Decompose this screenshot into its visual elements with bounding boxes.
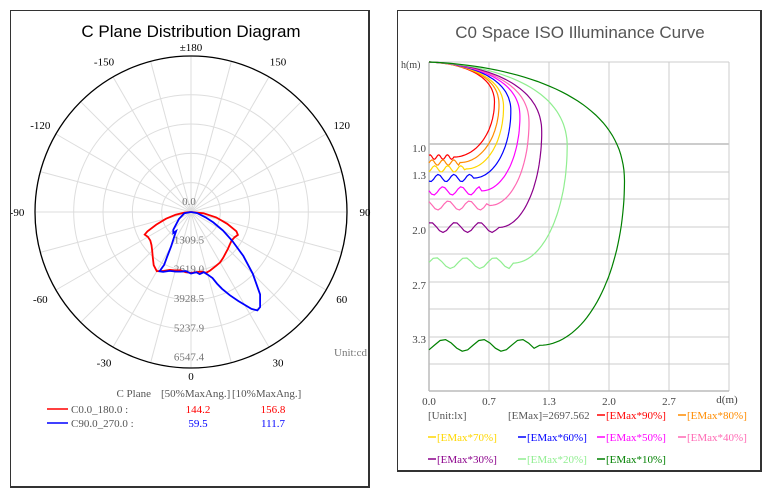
y-tick-label: 1.3 bbox=[412, 170, 426, 182]
legend-label: [EMax*60%] bbox=[527, 432, 587, 444]
grid-spoke bbox=[190, 211, 302, 323]
angle-label: 120 bbox=[333, 120, 350, 132]
legend-value-50: 144.2 bbox=[186, 404, 211, 416]
angle-label: -120 bbox=[30, 120, 51, 132]
legend-label: [EMax*50%] bbox=[606, 432, 666, 444]
y-axis-title: h(m) bbox=[401, 60, 420, 71]
angle-label: -30 bbox=[97, 358, 112, 370]
grid-spoke bbox=[150, 61, 192, 213]
legend-label: C90.0_270.0 : bbox=[71, 418, 134, 430]
x-axis-title: d(m) bbox=[716, 394, 738, 406]
legend-value-50: 59.5 bbox=[188, 418, 208, 430]
iso-chart: C0 Space ISO Illuminance Curve h(m) d(m) 1.… bbox=[401, 23, 747, 466]
angle-label: -150 bbox=[94, 56, 115, 68]
legend-value-10: 156.8 bbox=[261, 404, 286, 416]
x-tick-label: 1.3 bbox=[542, 396, 556, 408]
emax-label: [EMax]=2697.562 bbox=[508, 410, 590, 422]
y-tick-label: 3.3 bbox=[412, 334, 426, 346]
angle-label: 150 bbox=[270, 56, 287, 68]
c-plane-panel: C Plane Distribution Diagram ±180 -150 150 -… bbox=[10, 10, 372, 488]
angle-label: -90 bbox=[11, 207, 25, 219]
grid-spoke bbox=[112, 76, 192, 213]
iso-illuminance-panel: C0 Space ISO Illuminance Curve h(m) d(m) 1.… bbox=[397, 10, 762, 472]
legend-label: [EMax*30%] bbox=[437, 454, 497, 466]
legend-label: C0.0_180.0 : bbox=[71, 404, 128, 416]
iso-curve-50 bbox=[428, 61, 521, 196]
y-tick-label: 2.0 bbox=[412, 225, 426, 237]
legend-label: [EMax*90%] bbox=[606, 410, 666, 422]
iso-curve-40 bbox=[428, 61, 530, 211]
polar-chart: C Plane Distribution Diagram±180 -150 150 -… bbox=[10, 22, 372, 430]
angle-label: 0 bbox=[188, 371, 194, 383]
angle-label: -60 bbox=[33, 294, 48, 306]
unit-label: [Unit:lx] bbox=[428, 410, 467, 422]
legend-label: [EMax*40%] bbox=[687, 432, 747, 444]
x-tick-label: 2.0 bbox=[602, 396, 616, 408]
legend-label: [EMax*20%] bbox=[527, 454, 587, 466]
grid-spoke bbox=[80, 101, 192, 213]
grid-spoke bbox=[190, 76, 270, 213]
grid-spoke bbox=[190, 211, 327, 291]
radial-label: 1309.5 bbox=[174, 234, 205, 246]
y-tick-label: 2.7 bbox=[412, 280, 426, 292]
x-tick-label: 0.0 bbox=[422, 396, 436, 408]
series-c90-0-270-0 bbox=[157, 211, 262, 312]
chart-title: C Plane Distribution Diagram bbox=[81, 22, 300, 41]
chart-title: C0 Space ISO Illuminance Curve bbox=[455, 23, 704, 42]
radial-label: 3928.5 bbox=[174, 293, 205, 305]
grid-spoke bbox=[150, 211, 192, 363]
iso-curve-20 bbox=[428, 61, 568, 270]
legend-label: [EMax*80%] bbox=[687, 410, 747, 422]
legend-header-plane: C Plane bbox=[116, 388, 151, 400]
angle-label: ±180 bbox=[180, 42, 203, 54]
radial-label: 5237.9 bbox=[174, 322, 205, 334]
grid-spoke bbox=[190, 101, 302, 213]
legend-header-50: [50%MaxAng.] bbox=[161, 388, 230, 400]
grid-spoke bbox=[190, 171, 342, 213]
grid-spoke bbox=[40, 171, 192, 213]
iso-curve-70 bbox=[428, 61, 505, 173]
legend-header-10: [10%MaxAng.] bbox=[232, 388, 301, 400]
angle-label: 30 bbox=[273, 358, 285, 370]
iso-curve-30 bbox=[428, 61, 543, 234]
legend-label: [EMax*70%] bbox=[437, 432, 497, 444]
radial-label: 6547.4 bbox=[174, 352, 205, 364]
x-tick-label: 2.7 bbox=[662, 396, 676, 408]
grid-spoke bbox=[190, 211, 342, 253]
grid-spoke bbox=[190, 61, 232, 213]
grid-spoke bbox=[190, 133, 327, 213]
x-tick-label: 0.7 bbox=[482, 396, 496, 408]
grid-spoke bbox=[55, 211, 192, 291]
unit-label: Unit:cd bbox=[334, 347, 367, 359]
y-tick-label: 1.0 bbox=[412, 143, 426, 155]
legend-value-10: 111.7 bbox=[261, 418, 285, 430]
outer-circle bbox=[34, 55, 348, 369]
grid-spoke bbox=[55, 133, 192, 213]
grid-spoke bbox=[112, 211, 192, 348]
grid-spoke bbox=[190, 211, 270, 348]
grid-spoke bbox=[190, 211, 232, 363]
iso-curve-10 bbox=[428, 61, 626, 352]
iso-curve-60 bbox=[428, 61, 512, 183]
angle-label: 60 bbox=[336, 294, 348, 306]
legend-label: [EMax*10%] bbox=[606, 454, 666, 466]
radial-label: 0.0 bbox=[182, 196, 196, 208]
angle-label: 90 bbox=[360, 207, 372, 219]
